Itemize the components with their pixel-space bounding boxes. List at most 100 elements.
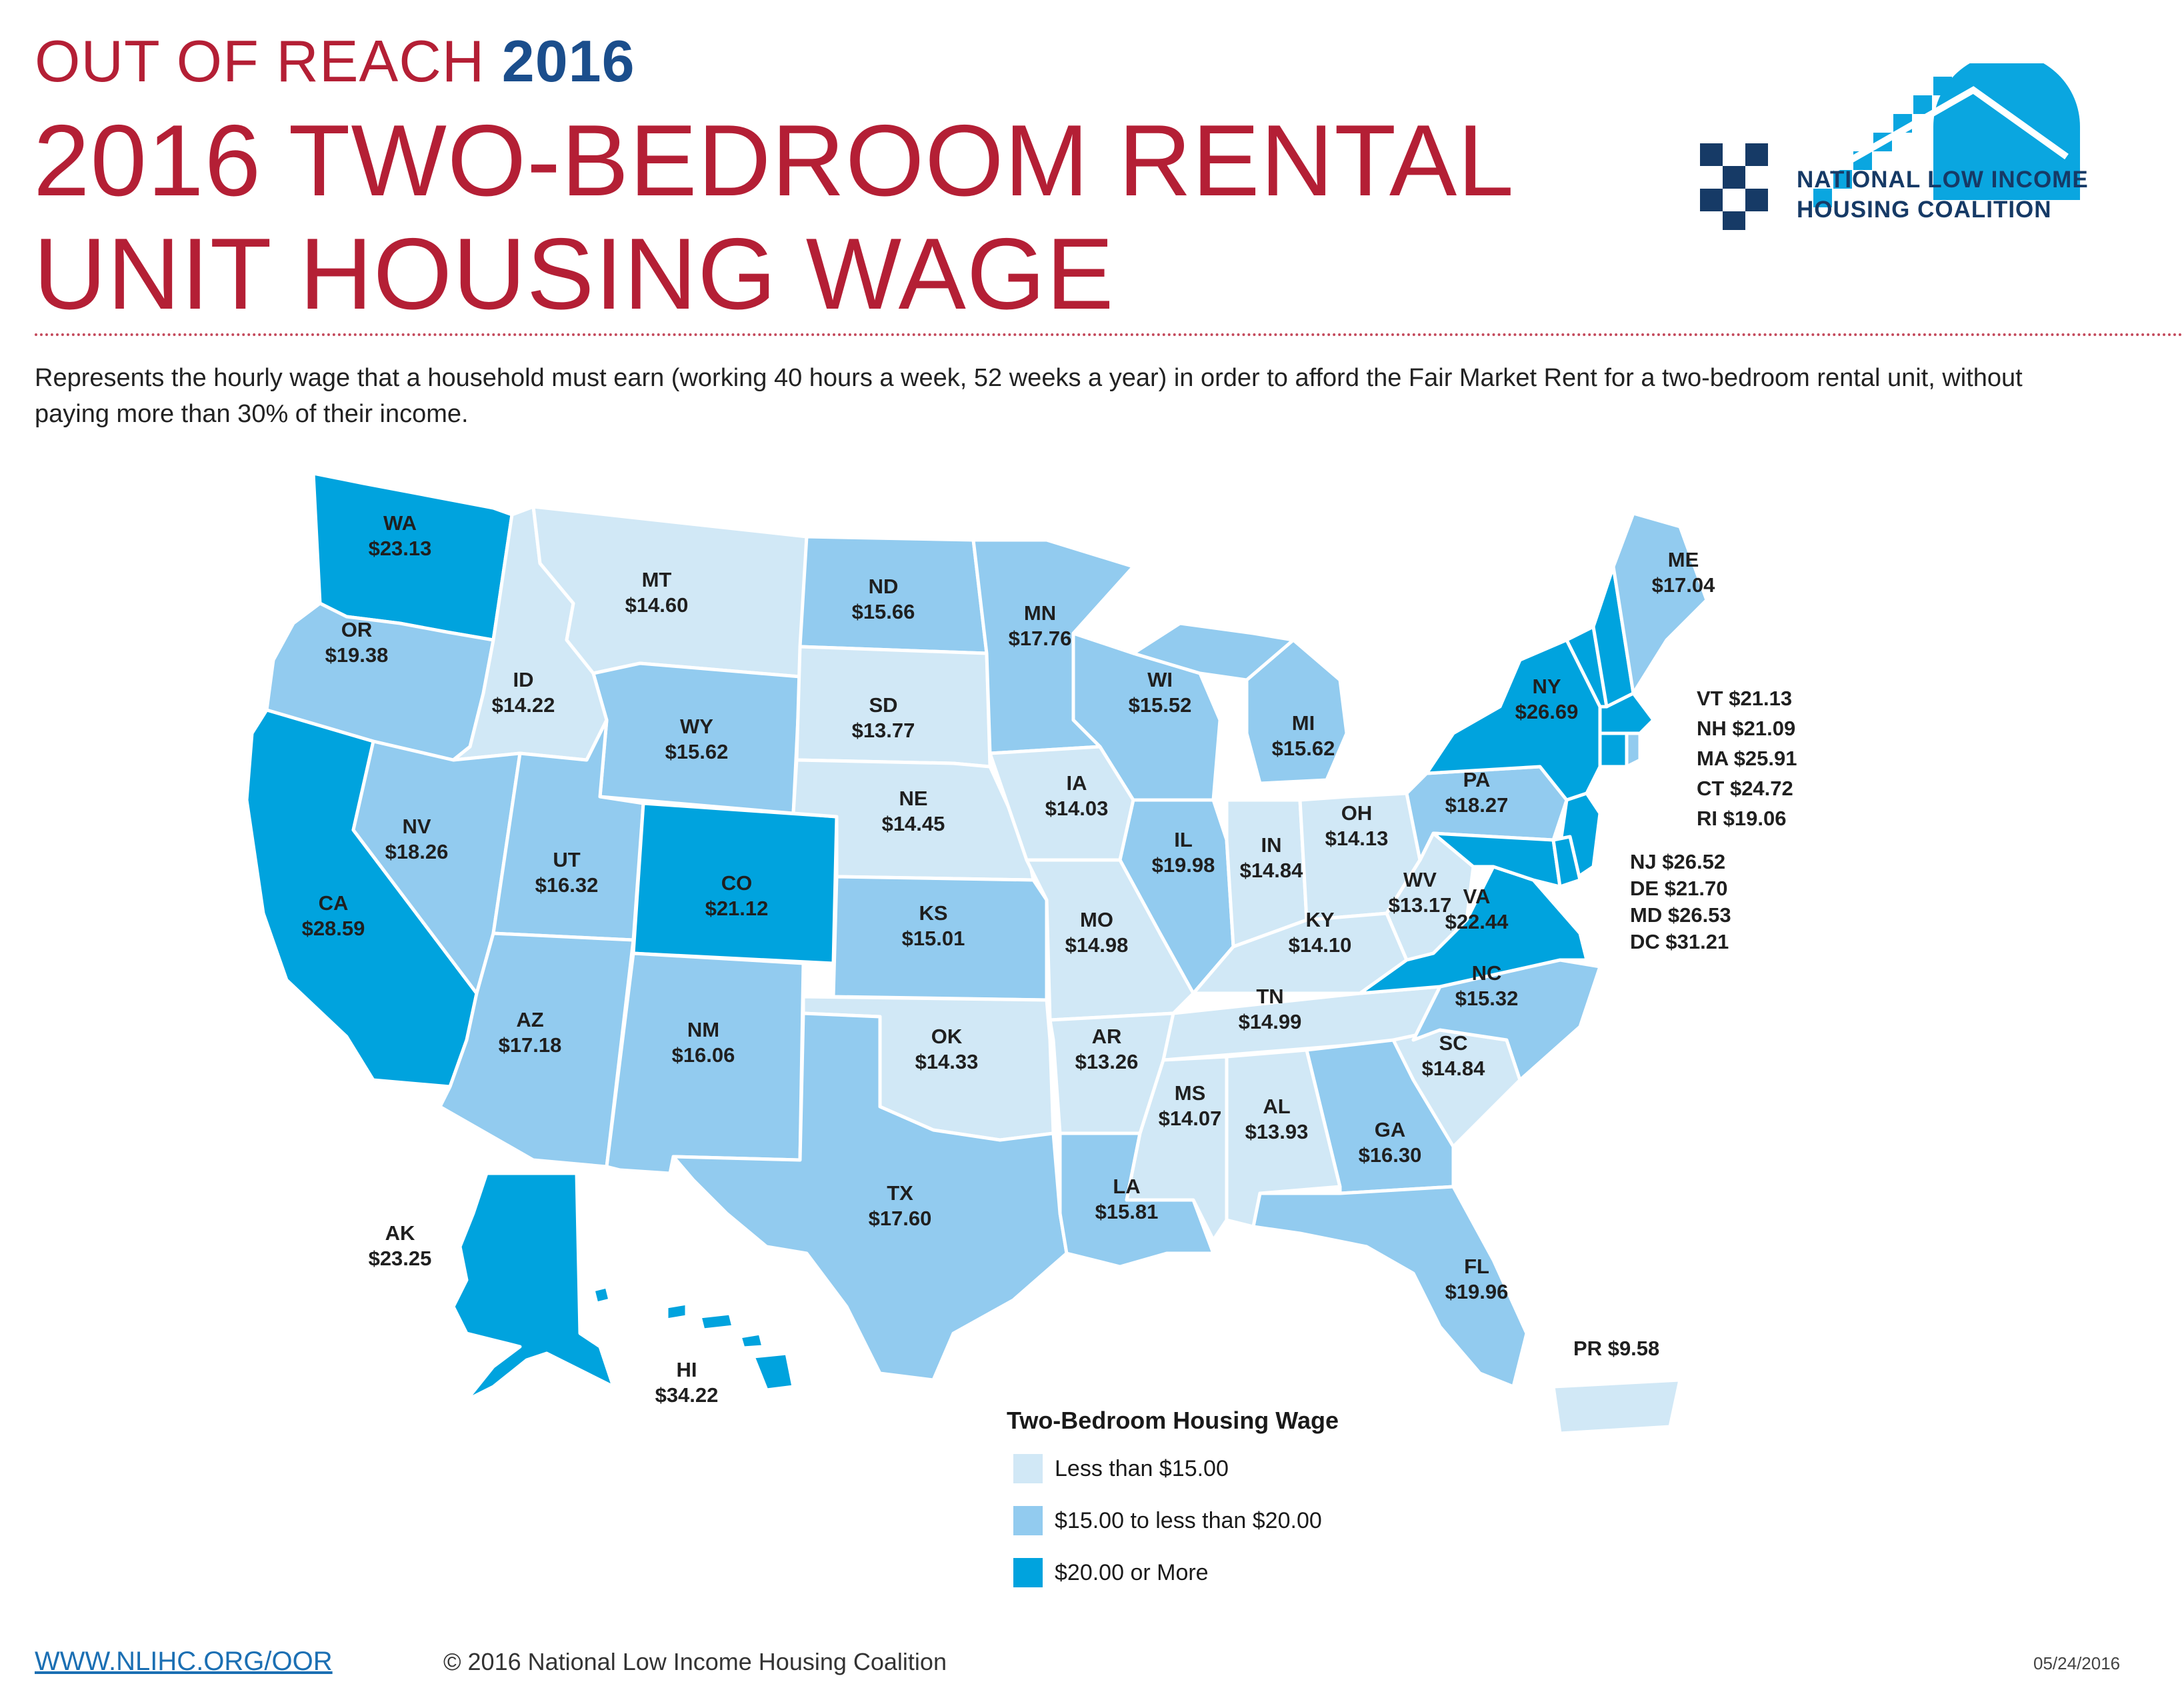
state-wage-mt: $14.60 <box>625 593 689 617</box>
label-pr: PR $9.58 <box>1573 1337 1660 1360</box>
label-dc: DC $31.21 <box>1630 930 1729 953</box>
report-kicker: OUT OF REACH 2016 <box>35 32 635 91</box>
dotted-divider <box>35 333 2184 336</box>
state-abbr-nd: ND <box>869 575 899 598</box>
logo-squares-icon <box>1700 143 1768 230</box>
map-label-ia: IA$14.03 <box>1045 771 1109 820</box>
map-label-nv: NV$18.26 <box>385 815 449 863</box>
state-wage-wi: $15.52 <box>1129 693 1192 717</box>
state-wage-hi: $34.22 <box>655 1383 719 1407</box>
state-fl[interactable] <box>1251 1185 1529 1389</box>
map-label-wy: WY$15.62 <box>665 715 729 763</box>
state-mi-upper[interactable] <box>1131 621 1295 682</box>
state-wage-wa: $23.13 <box>369 537 432 560</box>
map-label-wv: WV$13.17 <box>1389 868 1452 917</box>
map-label-mn: MN$17.76 <box>1009 601 1072 650</box>
state-abbr-mt: MT <box>642 568 672 591</box>
state-abbr-wy: WY <box>680 715 713 738</box>
state-wage-mo: $14.98 <box>1065 933 1129 957</box>
map-label-hi: HI$34.22 <box>655 1358 719 1407</box>
footer-date: 05/24/2016 <box>2033 1653 2121 1673</box>
state-wage-ok: $14.33 <box>915 1050 979 1073</box>
legend-item-low: Less than $15.00 <box>1013 1453 1229 1484</box>
state-abbr-va: VA <box>1463 885 1491 908</box>
state-abbr-wi: WI <box>1147 668 1173 691</box>
state-wage-sc: $14.84 <box>1422 1057 1486 1080</box>
state-wage-ca: $28.59 <box>302 917 365 940</box>
map-label-ca: CA$28.59 <box>302 891 365 940</box>
state-mi[interactable] <box>1245 638 1349 785</box>
map-label-ga: GA$16.30 <box>1359 1118 1422 1167</box>
state-wage-pa: $18.27 <box>1445 793 1509 817</box>
state-de[interactable] <box>1551 835 1582 889</box>
map-label-sc: SC$14.84 <box>1422 1031 1486 1080</box>
map-label-ak: AK$23.25 <box>369 1221 432 1270</box>
state-wage-tn: $14.99 <box>1239 1010 1302 1033</box>
state-wage-va: $22.44 <box>1445 910 1509 933</box>
state-wage-ms: $14.07 <box>1159 1107 1222 1130</box>
state-wage-ar: $13.26 <box>1075 1050 1139 1073</box>
map-label-oh: OH$14.13 <box>1325 801 1389 850</box>
legend-label-mid: $15.00 to less than $20.00 <box>1055 1507 1322 1533</box>
map-label-wi: WI$15.52 <box>1129 668 1192 717</box>
state-abbr-or: OR <box>341 618 373 641</box>
legend-swatch-mid <box>1013 1506 1043 1535</box>
state-wage-ga: $16.30 <box>1359 1143 1422 1167</box>
state-ri[interactable] <box>1625 731 1642 769</box>
state-abbr-tn: TN <box>1256 985 1283 1008</box>
description-text: Represents the hourly wage that a househ… <box>35 364 2023 428</box>
state-tx[interactable] <box>671 1011 1069 1382</box>
state-ak[interactable] <box>451 1171 615 1402</box>
map-label-ms: MS$14.07 <box>1159 1081 1222 1130</box>
label-ri: RI $19.06 <box>1697 807 1787 830</box>
map-label-mi: MI$15.62 <box>1272 711 1335 760</box>
legend-label-high: $20.00 or More <box>1055 1559 1209 1585</box>
map-label-ny: NY$26.69 <box>1515 675 1579 723</box>
state-abbr-oh: OH <box>1341 801 1373 825</box>
state-wage-co: $21.12 <box>705 897 769 920</box>
footer-link[interactable]: WWW.NLIHC.ORG/OOR <box>35 1647 333 1676</box>
state-wage-fl: $19.96 <box>1445 1280 1509 1303</box>
state-abbr-hi: HI <box>677 1358 697 1381</box>
page-title-line-1: 2016 TWO-BEDROOM RENTAL <box>33 104 1515 217</box>
state-abbr-id: ID <box>513 668 534 691</box>
legend-title: Two-Bedroom Housing Wage <box>1007 1407 1339 1434</box>
state-wage-sd: $13.77 <box>852 719 915 742</box>
label-de: DE $21.70 <box>1630 877 1728 900</box>
state-wage-ia: $14.03 <box>1045 797 1109 820</box>
logo-text-line-1: NATIONAL LOW INCOME <box>1797 167 2089 193</box>
state-abbr-tx: TX <box>887 1181 913 1205</box>
state-hi[interactable] <box>591 1285 795 1392</box>
state-abbr-ar: AR <box>1092 1025 1122 1048</box>
state-abbr-in: IN <box>1261 833 1282 857</box>
map-label-in: IN$14.84 <box>1240 833 1304 882</box>
map-label-la: LA$15.81 <box>1095 1175 1159 1223</box>
state-abbr-ga: GA <box>1375 1118 1406 1141</box>
state-wy[interactable] <box>591 661 802 815</box>
state-wage-il: $19.98 <box>1152 853 1215 877</box>
label-ma: MA $25.91 <box>1697 747 1797 770</box>
state-ct[interactable] <box>1598 731 1629 769</box>
state-mt[interactable] <box>531 505 809 679</box>
map-label-al: AL$13.93 <box>1245 1095 1309 1143</box>
nlihc-logo-icon <box>1700 63 2080 230</box>
state-wage-in: $14.84 <box>1240 859 1304 882</box>
state-wage-nv: $18.26 <box>385 840 449 863</box>
state-abbr-ms: MS <box>1175 1081 1206 1105</box>
state-abbr-ne: NE <box>899 787 927 810</box>
state-abbr-wv: WV <box>1403 868 1437 891</box>
map-label-ut: UT$16.32 <box>535 848 599 897</box>
map-label-co: CO$21.12 <box>705 871 769 920</box>
map-label-nm: NM$16.06 <box>672 1018 735 1067</box>
label-vt: VT $21.13 <box>1697 687 1793 710</box>
map-label-az: AZ$17.18 <box>499 1008 562 1057</box>
label-nh: NH $21.09 <box>1697 717 1796 740</box>
state-abbr-pa: PA <box>1463 768 1491 791</box>
label-nj: NJ $26.52 <box>1630 850 1726 873</box>
territory-pr[interactable] <box>1551 1378 1682 1435</box>
state-abbr-al: AL <box>1263 1095 1290 1118</box>
state-wage-wy: $15.62 <box>665 740 729 763</box>
state-abbr-ca: CA <box>319 891 349 915</box>
state-wage-nc: $15.32 <box>1455 987 1519 1010</box>
